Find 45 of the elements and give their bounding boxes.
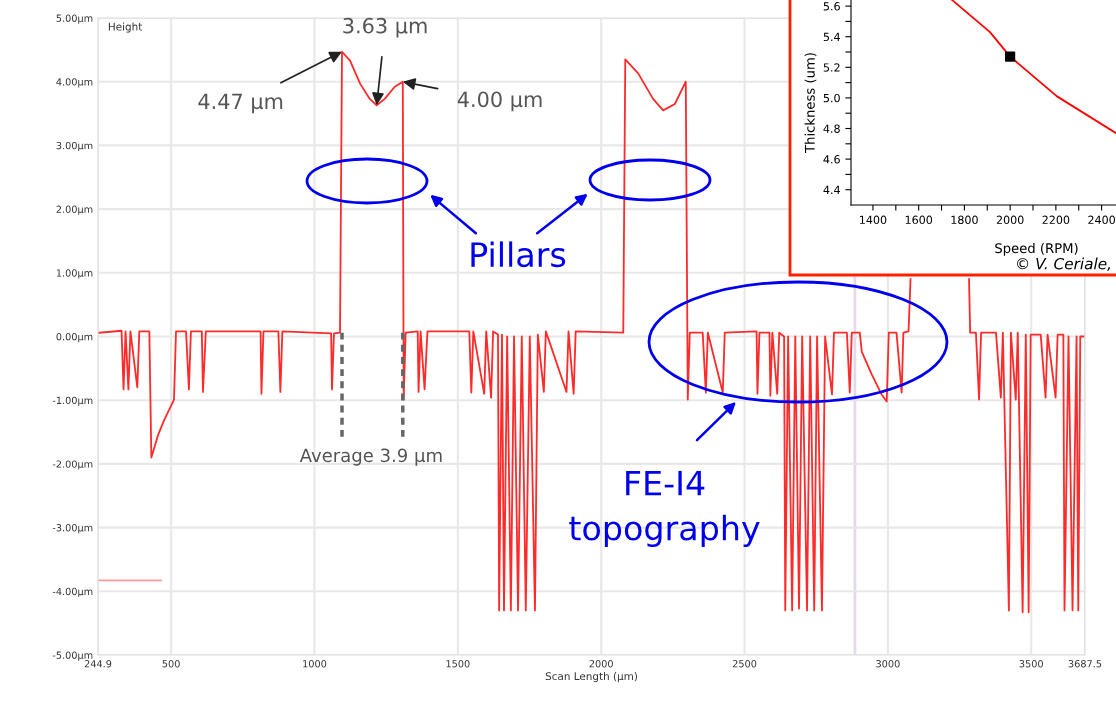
x-tick-label: 500: [162, 660, 180, 668]
y-tick-label: 5.6: [823, 2, 840, 11]
y-tick-label: 5.00µm: [56, 14, 93, 24]
line-series: [951, 0, 1116, 135]
y-tick-label: -2.00µm: [52, 460, 93, 470]
y-axis-title: Height: [108, 22, 143, 33]
x-tick-label: 1400: [860, 215, 887, 225]
annotation: 3.63 µm: [343, 17, 427, 38]
y-axis-title: Thickness (um): [804, 53, 817, 153]
x-tick-label: 2400: [1088, 215, 1115, 225]
y-tick-label: -1.00µm: [52, 396, 93, 406]
x-tick-label: 1000: [303, 660, 327, 668]
annotation: 4.47 µm: [198, 93, 283, 114]
y-tick-label: -3.00µm: [52, 524, 93, 534]
y-tick-label: 0.00µm: [56, 332, 93, 343]
y-tick-label: 4.00µm: [56, 78, 93, 88]
y-tick-label: 5.4: [823, 32, 840, 42]
y-tick-label: -5.00µm: [52, 651, 93, 661]
annotation: FE-I4 topography: [569, 470, 760, 548]
x-tick-label: 2200: [1042, 215, 1070, 225]
y-tick-label: 2.00µm: [56, 205, 93, 215]
x-tick-label: 1600: [905, 215, 933, 225]
annotation: Average 3.9 µm: [299, 448, 442, 466]
annotation: 4.00 µm: [457, 91, 542, 112]
y-tick-label: 3.00µm: [56, 141, 93, 152]
y-tick-label: 5.0: [823, 93, 840, 103]
y-tick-label: -4.00µm: [52, 587, 93, 598]
x-tick-label: 244.9: [84, 660, 112, 668]
x-axis-title: Speed (RPM): [995, 242, 1078, 256]
x-tick-label: 3000: [876, 660, 900, 668]
y-tick-label: 5.2: [823, 63, 840, 72]
x-tick-label: 1800: [951, 215, 978, 225]
y-tick-label: 4.8: [823, 124, 840, 133]
x-tick-label: 3500: [1019, 660, 1043, 668]
x-tick-label: 1500: [446, 660, 470, 668]
annotation: © V. Ceriale,: [1017, 257, 1111, 271]
x-tick-label: 2000: [996, 215, 1024, 225]
x-tick-label: 3687.5: [1068, 660, 1102, 668]
y-tick-label: 4.6: [823, 155, 840, 164]
y-tick-label: 4.4: [823, 185, 840, 194]
x-tick-label: 2000: [589, 660, 613, 668]
annotation: Pillars: [471, 241, 566, 268]
x-axis-title: Scan Length (µm): [545, 672, 637, 683]
x-tick-label: 2500: [732, 660, 757, 668]
y-tick-label: 1.00µm: [56, 269, 93, 279]
